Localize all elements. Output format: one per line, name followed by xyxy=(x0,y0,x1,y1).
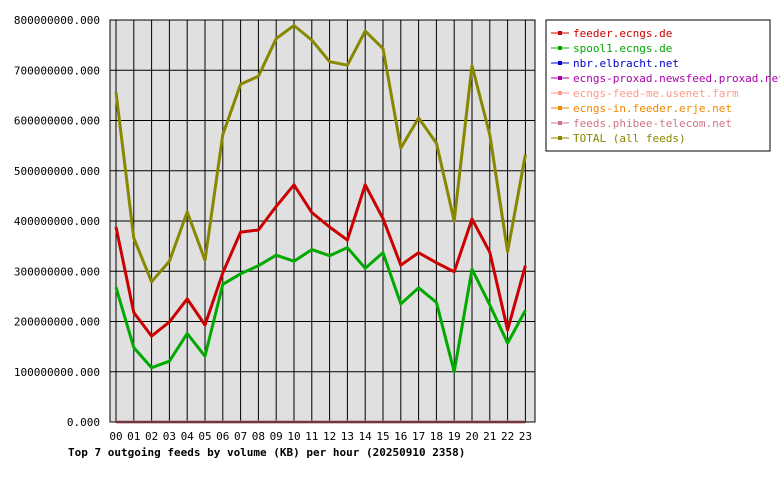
x-tick-label: 14 xyxy=(359,430,373,443)
legend-marker xyxy=(558,136,562,140)
x-tick-label: 18 xyxy=(430,430,443,443)
legend-marker xyxy=(558,61,562,65)
legend-marker xyxy=(558,76,562,80)
plot-border xyxy=(109,19,536,423)
x-tick-label: 03 xyxy=(163,430,176,443)
y-tick-label: 100000000.000 xyxy=(14,366,100,379)
y-tick-label: 400000000.000 xyxy=(14,215,100,228)
x-tick-label: 21 xyxy=(483,430,496,443)
chart-title: Top 7 outgoing feeds by volume (KB) per … xyxy=(68,446,465,459)
legend-label: nbr.elbracht.net xyxy=(573,57,679,70)
x-tick-label: 09 xyxy=(270,430,283,443)
y-tick-label: 600000000.000 xyxy=(14,115,100,128)
y-tick-label: 300000000.000 xyxy=(14,265,100,278)
x-tick-label: 06 xyxy=(216,430,229,443)
x-tick-label: 07 xyxy=(234,430,247,443)
x-tick-label: 16 xyxy=(394,430,407,443)
y-tick-label: 800000000.000 xyxy=(14,14,100,27)
x-tick-label: 13 xyxy=(341,430,354,443)
x-tick-label: 12 xyxy=(323,430,336,443)
x-tick-label: 11 xyxy=(305,430,318,443)
legend-marker xyxy=(558,31,562,35)
legend-box xyxy=(545,19,771,152)
legend-label: TOTAL (all feeds) xyxy=(573,132,686,145)
y-tick-label: 200000000.000 xyxy=(14,316,100,329)
x-tick-label: 20 xyxy=(465,430,478,443)
x-tick-label: 02 xyxy=(145,430,158,443)
x-tick-label: 01 xyxy=(127,430,140,443)
legend-label: ecngs-feed-me.usenet.farm xyxy=(573,87,739,100)
x-tick-label: 15 xyxy=(376,430,389,443)
legend-marker xyxy=(558,121,562,125)
x-tick-label: 04 xyxy=(181,430,195,443)
y-tick-label: 0.000 xyxy=(67,416,100,429)
x-tick-label: 05 xyxy=(198,430,211,443)
legend-marker xyxy=(558,91,562,95)
x-tick-label: 08 xyxy=(252,430,265,443)
y-tick-label: 700000000.000 xyxy=(14,64,100,77)
y-axis-ticks: 0.000 100000000.000 200000000.000 300000000… xyxy=(14,14,100,429)
x-tick-label: 10 xyxy=(287,430,300,443)
x-axis-ticks: 00 01 02 03 04 05 06 07 08 09 10 11 12 13 14 15 16 17 18 19… xyxy=(109,430,532,443)
series-line xyxy=(114,183,527,338)
series-line xyxy=(114,246,527,374)
y-tick-label: 500000000.000 xyxy=(14,165,100,178)
x-tick-label: 22 xyxy=(501,430,514,443)
legend-label: feeder.ecngs.de xyxy=(573,27,672,40)
series-line xyxy=(114,24,527,284)
legend-label: spool1.ecngs.de xyxy=(573,42,672,55)
x-tick-label: 00 xyxy=(109,430,122,443)
legend-label: ecngs-proxad.newsfeed.proxad.net xyxy=(573,72,780,85)
legend-label: ecngs-in.feeder.erje.net xyxy=(573,102,732,115)
legend-marker xyxy=(558,46,562,50)
x-tick-label: 17 xyxy=(412,430,425,443)
x-tick-label: 23 xyxy=(519,430,532,443)
x-tick-label: 19 xyxy=(448,430,461,443)
legend-marker xyxy=(558,106,562,110)
legend-label: feeds.phibee-telecom.net xyxy=(573,117,732,130)
legend: feeder.ecngs.de spool1.ecngs.de nbr.elbrac… xyxy=(545,19,780,152)
